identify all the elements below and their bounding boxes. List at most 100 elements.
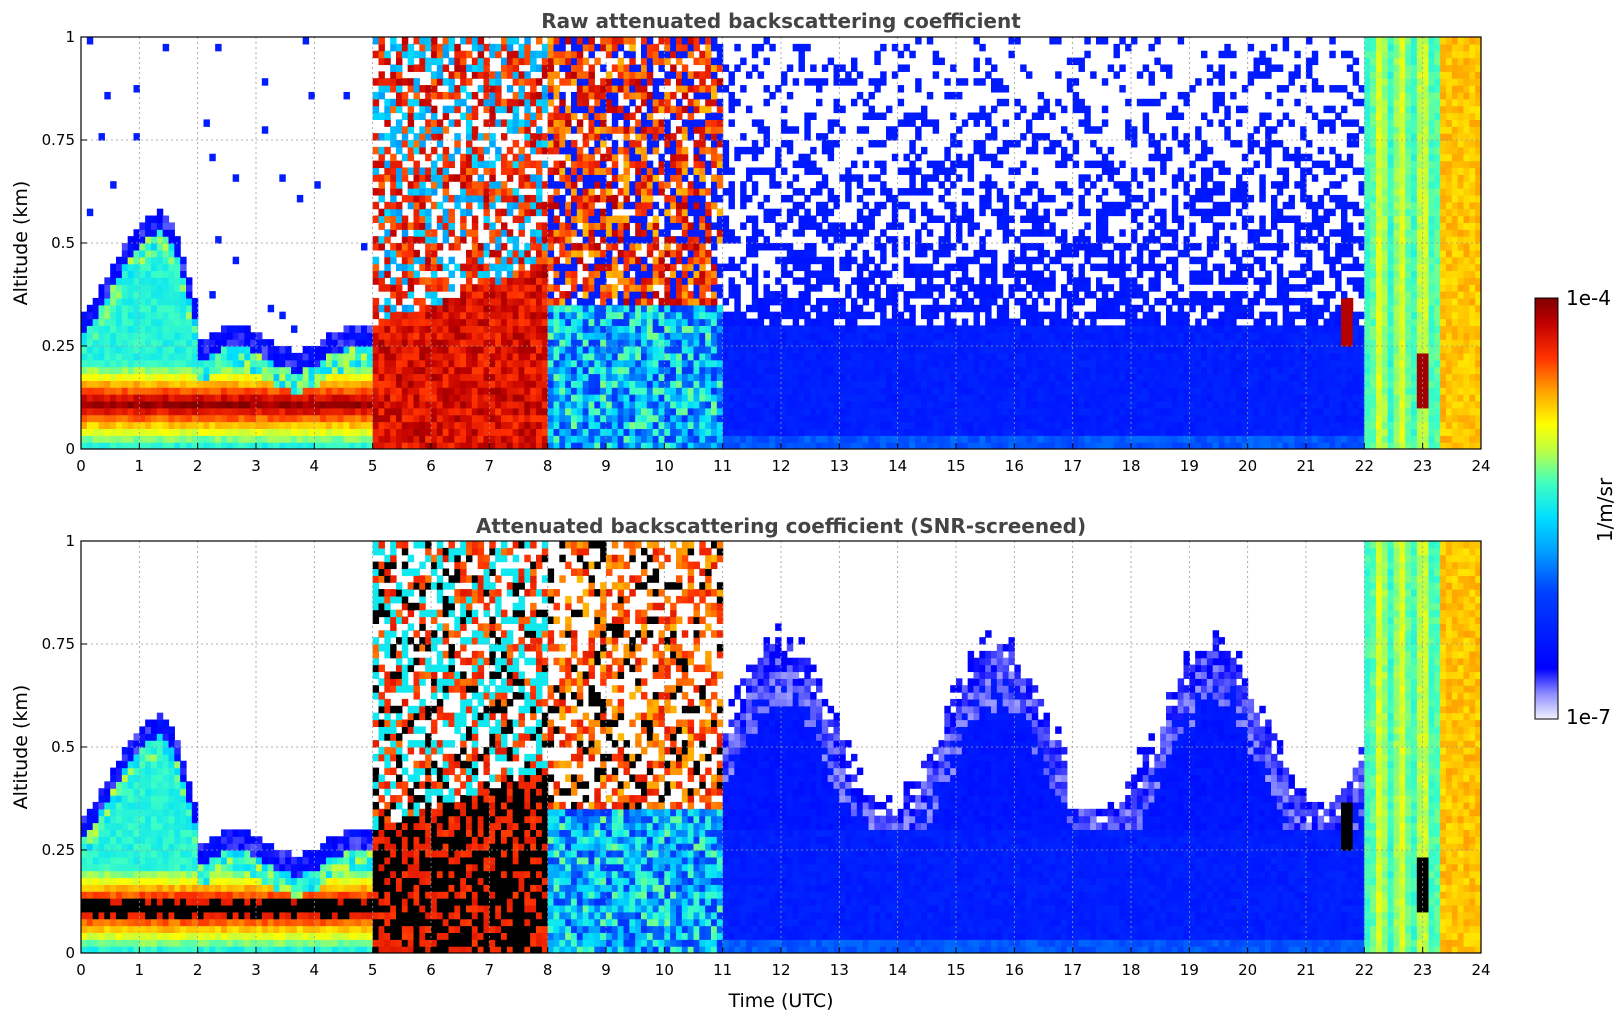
heatmap-cell <box>162 366 170 375</box>
heatmap-cell <box>786 215 794 223</box>
heatmap-cell <box>553 50 560 59</box>
heatmap-cell <box>501 98 508 107</box>
heatmap-cell <box>734 352 741 361</box>
heatmap-cell <box>705 167 712 175</box>
heatmap-cell <box>559 352 566 361</box>
panel-raw-heatmap <box>81 37 1481 449</box>
heatmap-cell <box>495 50 502 59</box>
heatmap-cell <box>186 318 193 326</box>
heatmap-cell <box>716 119 724 127</box>
heatmap-cell <box>775 428 782 436</box>
heatmap-cell <box>611 346 619 354</box>
heatmap-cell <box>856 407 864 416</box>
heatmap-cell <box>81 400 88 409</box>
heatmap-cell <box>641 414 648 423</box>
heatmap-cell <box>565 249 572 258</box>
heatmap-cell <box>460 181 467 189</box>
heatmap-cell <box>466 442 473 449</box>
heatmap-cell <box>594 85 601 93</box>
heatmap-cell <box>746 167 753 175</box>
heatmap-cell <box>244 346 251 354</box>
heatmap-cell <box>145 263 152 272</box>
heatmap-cell <box>547 236 555 244</box>
heatmap-cell <box>786 304 794 313</box>
heatmap-cell <box>734 435 741 443</box>
heatmap-cell <box>145 339 152 347</box>
heatmap-cell <box>337 373 345 381</box>
heatmap-cell <box>722 339 730 347</box>
heatmap-cell <box>413 366 420 375</box>
heatmap-cell <box>652 277 660 285</box>
heatmap-cell <box>221 339 228 347</box>
heatmap-cell <box>431 133 438 141</box>
heatmap-cell <box>425 167 432 175</box>
heatmap-cell <box>541 291 549 299</box>
heatmap-cell <box>611 414 619 423</box>
heatmap-cell <box>635 339 642 347</box>
heatmap-cell <box>816 229 823 237</box>
heatmap-cell <box>617 428 625 436</box>
heatmap-cell <box>524 78 531 86</box>
heatmap-cell <box>699 153 706 162</box>
heatmap-cell <box>162 318 170 326</box>
heatmap-cell <box>466 311 473 320</box>
heatmap-cell <box>454 325 461 333</box>
heatmap-cell <box>442 407 450 416</box>
heatmap-cell <box>530 284 537 292</box>
heatmap-cell <box>798 153 805 162</box>
heatmap-cell <box>670 140 677 148</box>
heatmap-cell <box>641 208 648 217</box>
heatmap-cell <box>582 78 590 86</box>
heatmap-cell <box>711 78 718 86</box>
heatmap-cell <box>384 201 391 210</box>
heatmap-cell <box>372 332 380 340</box>
heatmap-cell <box>728 91 735 100</box>
heatmap-cell <box>448 270 455 278</box>
heatmap-cell <box>851 407 858 416</box>
heatmap-cell <box>174 291 181 299</box>
heatmap-cell <box>775 153 782 162</box>
heatmap-cell <box>716 133 724 141</box>
heatmap-cell <box>845 387 852 395</box>
heatmap-cell <box>582 153 590 162</box>
heatmap-cell <box>816 339 823 347</box>
heatmap-cell <box>862 407 870 416</box>
heatmap-cell <box>431 249 438 258</box>
heatmap-cell <box>506 57 514 66</box>
heatmap-cell <box>611 126 619 134</box>
heatmap-cell <box>477 407 485 416</box>
heatmap-cell <box>845 229 852 237</box>
heatmap-cell <box>775 181 782 189</box>
heatmap-cell <box>565 126 572 134</box>
heatmap-cell <box>518 153 525 162</box>
heatmap-cell <box>512 98 520 107</box>
heatmap-cell <box>477 201 485 210</box>
heatmap-cell <box>407 346 415 354</box>
heatmap-cell <box>664 373 671 381</box>
heatmap-cell <box>611 119 619 127</box>
heatmap-cell <box>285 421 292 429</box>
heatmap-cell <box>868 291 875 299</box>
heatmap-cell <box>361 414 368 423</box>
heatmap-cell <box>442 236 450 244</box>
heatmap-cell <box>606 366 613 375</box>
heatmap-cell <box>664 181 671 189</box>
heatmap-cell <box>547 435 555 443</box>
heatmap-cell <box>221 387 228 395</box>
heatmap-cell <box>722 346 730 354</box>
heatmap-cell <box>506 297 514 306</box>
heatmap-cell <box>536 284 543 292</box>
heatmap-cell <box>460 112 467 120</box>
heatmap-cell <box>320 442 327 449</box>
heatmap-cell <box>215 394 222 402</box>
heatmap-cell <box>419 332 426 340</box>
heatmap-cell <box>489 229 496 237</box>
heatmap-cell <box>664 277 671 285</box>
heatmap-cell <box>518 428 525 436</box>
heatmap-cell <box>571 181 578 189</box>
heatmap-cell <box>261 352 269 361</box>
heatmap-cell <box>483 243 490 251</box>
heatmap-cell <box>681 153 689 162</box>
heatmap-cell <box>454 359 461 368</box>
heatmap-cell <box>302 428 310 436</box>
